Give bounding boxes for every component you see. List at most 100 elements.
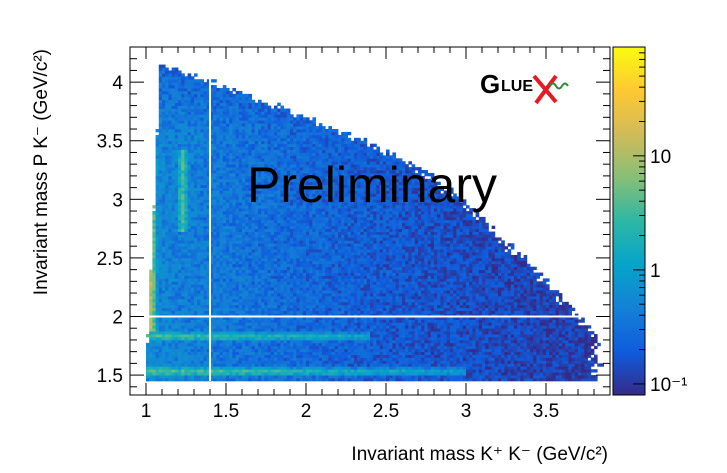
heatmap-cell bbox=[190, 108, 195, 112]
heatmap-cell bbox=[264, 137, 268, 142]
heatmap-cell bbox=[283, 313, 288, 317]
heatmap-cell bbox=[187, 158, 192, 162]
heatmap-cell bbox=[306, 234, 310, 238]
heatmap-cell bbox=[203, 161, 208, 165]
heatmap-cell bbox=[270, 208, 275, 212]
heatmap-cell bbox=[277, 360, 281, 364]
heatmap-cell bbox=[222, 131, 227, 136]
heatmap-cell bbox=[152, 345, 156, 350]
heatmap-cell bbox=[267, 149, 272, 153]
heatmap-cell bbox=[216, 222, 220, 227]
heatmap-cell bbox=[267, 357, 272, 361]
heatmap-cell bbox=[306, 178, 310, 183]
heatmap-cell bbox=[210, 240, 214, 244]
heatmap-cell bbox=[293, 322, 297, 326]
heatmap-cell bbox=[219, 313, 224, 317]
heatmap-cell bbox=[168, 172, 172, 177]
heatmap-cell bbox=[309, 337, 313, 341]
heatmap-cell bbox=[280, 263, 284, 268]
heatmap-cell bbox=[226, 307, 230, 312]
heatmap-cell bbox=[190, 158, 195, 162]
heatmap-cell bbox=[299, 375, 304, 379]
heatmap-cell bbox=[200, 140, 204, 145]
heatmap-cell bbox=[312, 313, 316, 317]
heatmap-cell bbox=[181, 193, 185, 197]
heatmap-cell bbox=[216, 216, 220, 221]
heatmap-cell bbox=[274, 184, 278, 189]
heatmap-cell bbox=[213, 263, 217, 268]
heatmap-cell bbox=[229, 269, 233, 273]
heatmap-cell bbox=[254, 319, 259, 323]
heatmap-cell bbox=[168, 310, 172, 314]
heatmap-cell bbox=[264, 234, 268, 238]
heatmap-cell bbox=[222, 143, 227, 147]
heatmap-cell bbox=[254, 252, 259, 256]
heatmap-cell bbox=[267, 272, 272, 276]
heatmap-cell bbox=[210, 269, 214, 273]
heatmap-cell bbox=[229, 231, 233, 235]
heatmap-cell bbox=[171, 375, 176, 379]
heatmap-cell bbox=[210, 339, 214, 344]
heatmap-cell bbox=[203, 172, 208, 177]
heatmap-cell bbox=[197, 328, 201, 332]
heatmap-cell bbox=[194, 228, 198, 232]
heatmap-cell bbox=[152, 357, 156, 361]
heatmap-cell bbox=[158, 93, 163, 98]
heatmap-cell bbox=[226, 126, 230, 130]
heatmap-cell bbox=[254, 342, 259, 347]
heatmap-cell bbox=[168, 307, 172, 312]
heatmap-cell bbox=[293, 170, 297, 174]
heatmap-cell bbox=[283, 366, 288, 370]
heatmap-cell bbox=[254, 249, 259, 253]
heatmap-cells bbox=[146, 64, 604, 382]
heatmap-cell bbox=[165, 348, 169, 353]
heatmap-cell bbox=[293, 269, 297, 273]
heatmap-cell bbox=[197, 231, 201, 235]
heatmap-cell bbox=[171, 184, 176, 189]
heatmap-cell bbox=[258, 219, 262, 224]
heatmap-cell bbox=[219, 252, 224, 256]
heatmap-cell bbox=[309, 243, 313, 247]
heatmap-cell bbox=[229, 149, 233, 153]
heatmap-cell bbox=[248, 190, 252, 194]
heatmap-cell bbox=[206, 228, 211, 232]
heatmap-cell bbox=[203, 105, 208, 109]
heatmap-cell bbox=[149, 348, 153, 353]
heatmap-cell bbox=[235, 278, 240, 282]
heatmap-cell bbox=[296, 325, 300, 329]
heatmap-cell bbox=[267, 275, 272, 279]
heatmap-cell bbox=[302, 211, 307, 215]
heatmap-cell bbox=[290, 137, 294, 142]
heatmap-cell bbox=[158, 257, 163, 262]
heatmap-cell bbox=[190, 322, 195, 326]
heatmap-cell bbox=[299, 117, 304, 121]
heatmap-cell bbox=[312, 360, 316, 364]
heatmap-cell bbox=[238, 213, 243, 218]
heatmap-cell bbox=[152, 310, 156, 314]
heatmap-cell bbox=[174, 281, 179, 285]
heatmap-cell bbox=[190, 213, 195, 218]
heatmap-cell bbox=[309, 152, 313, 156]
heatmap-cell bbox=[190, 149, 195, 153]
heatmap-cell bbox=[286, 281, 291, 285]
heatmap-cell bbox=[213, 325, 217, 329]
heatmap-cell bbox=[181, 278, 185, 282]
heatmap-cell bbox=[187, 108, 192, 112]
heatmap-cell bbox=[216, 167, 220, 171]
heatmap-cell bbox=[158, 295, 163, 300]
heatmap-cell bbox=[178, 249, 182, 253]
heatmap-cell bbox=[248, 240, 252, 244]
heatmap-cell bbox=[168, 216, 172, 221]
heatmap-cell bbox=[277, 281, 281, 285]
heatmap-cell bbox=[232, 351, 236, 355]
heatmap-cell bbox=[251, 164, 256, 168]
heatmap-cell bbox=[171, 322, 176, 326]
heatmap-cell bbox=[238, 378, 243, 382]
heatmap-cell bbox=[174, 231, 179, 235]
heatmap-cell bbox=[165, 123, 169, 127]
heatmap-cell bbox=[187, 88, 192, 92]
heatmap-cell bbox=[213, 222, 217, 227]
heatmap-cell bbox=[178, 164, 182, 168]
heatmap-cell bbox=[258, 298, 262, 303]
heatmap-cell bbox=[280, 269, 284, 273]
